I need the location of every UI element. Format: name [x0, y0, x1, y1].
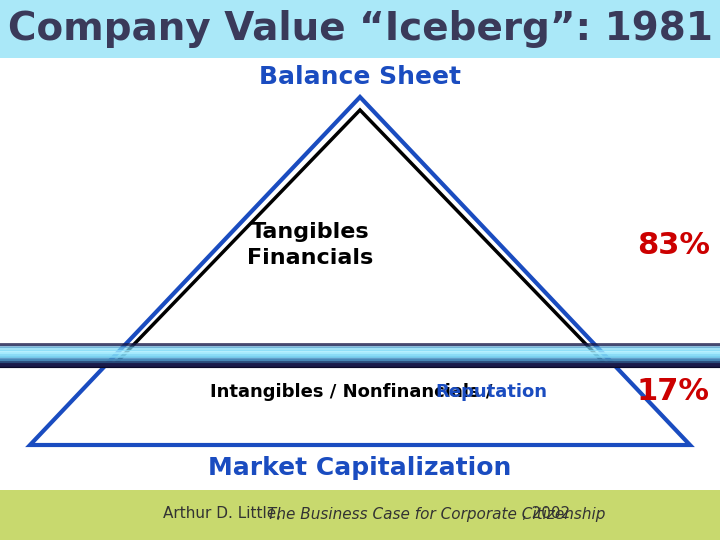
Text: , 2002: , 2002: [517, 507, 570, 522]
Bar: [0, 490, 720, 540]
Text: Arthur D. Little,: Arthur D. Little,: [163, 507, 286, 522]
Text: Market Capitalization: Market Capitalization: [208, 456, 512, 480]
Text: Balance Sheet: Balance Sheet: [259, 65, 461, 89]
Text: 17%: 17%: [637, 377, 710, 407]
Text: Company Value “Iceberg”: 1981: Company Value “Iceberg”: 1981: [8, 10, 712, 48]
Text: Reputation: Reputation: [435, 383, 547, 401]
Text: 83%: 83%: [637, 231, 710, 260]
Bar: [0, 58, 720, 490]
Text: Intangibles / Nonfinancials /: Intangibles / Nonfinancials /: [210, 383, 499, 401]
Text: The Business Case for Corporate Citizenship: The Business Case for Corporate Citizens…: [267, 507, 606, 522]
Bar: [0, 0, 720, 58]
Text: Tangibles
Financials: Tangibles Financials: [247, 222, 373, 268]
